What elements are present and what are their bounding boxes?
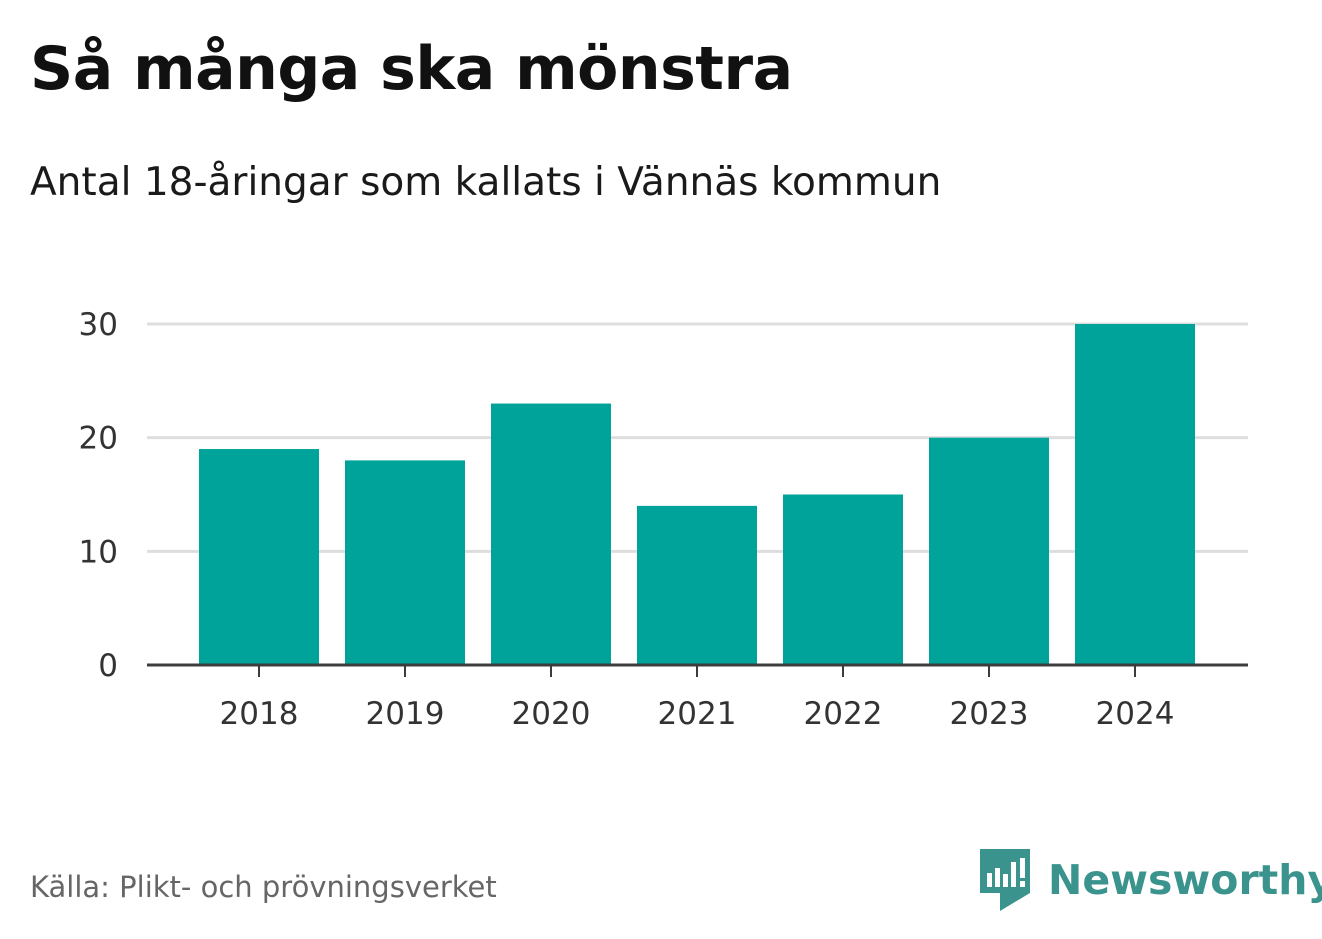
bar-2023 xyxy=(929,437,1049,665)
newsworthy-logo-icon xyxy=(980,849,1030,911)
bar-2022 xyxy=(783,494,903,665)
chart-subtitle: Antal 18-åringar som kallats i Vännäs ko… xyxy=(30,160,942,205)
chart-title: Så många ska mönstra xyxy=(30,34,793,104)
y-tick-label: 10 xyxy=(79,534,118,570)
y-tick-label: 30 xyxy=(79,307,118,343)
y-tick-label: 0 xyxy=(98,648,118,684)
x-tick-label: 2019 xyxy=(366,696,445,732)
bar-chart: 0 10 20 30 2018 2019 2020 2021 2022 2023 2024 xyxy=(79,307,1248,732)
x-tick-label: 2023 xyxy=(950,696,1029,732)
x-tick-label: 2024 xyxy=(1096,696,1175,732)
brand-logo: Newsworthy xyxy=(980,848,1322,912)
brand-name: Newsworthy xyxy=(1048,856,1322,904)
bar-2020 xyxy=(491,403,611,665)
bar-2024 xyxy=(1075,324,1195,665)
x-tick-label: 2022 xyxy=(804,696,883,732)
x-tick-label: 2018 xyxy=(220,696,299,732)
x-tick-label: 2021 xyxy=(658,696,737,732)
x-tick-label: 2020 xyxy=(512,696,591,732)
source-note: Källa: Plikt- och prövningsverket xyxy=(30,870,497,904)
bar-2019 xyxy=(345,460,465,665)
y-tick-label: 20 xyxy=(79,421,118,457)
bar-2018 xyxy=(199,449,319,665)
bar-2021 xyxy=(637,505,757,665)
